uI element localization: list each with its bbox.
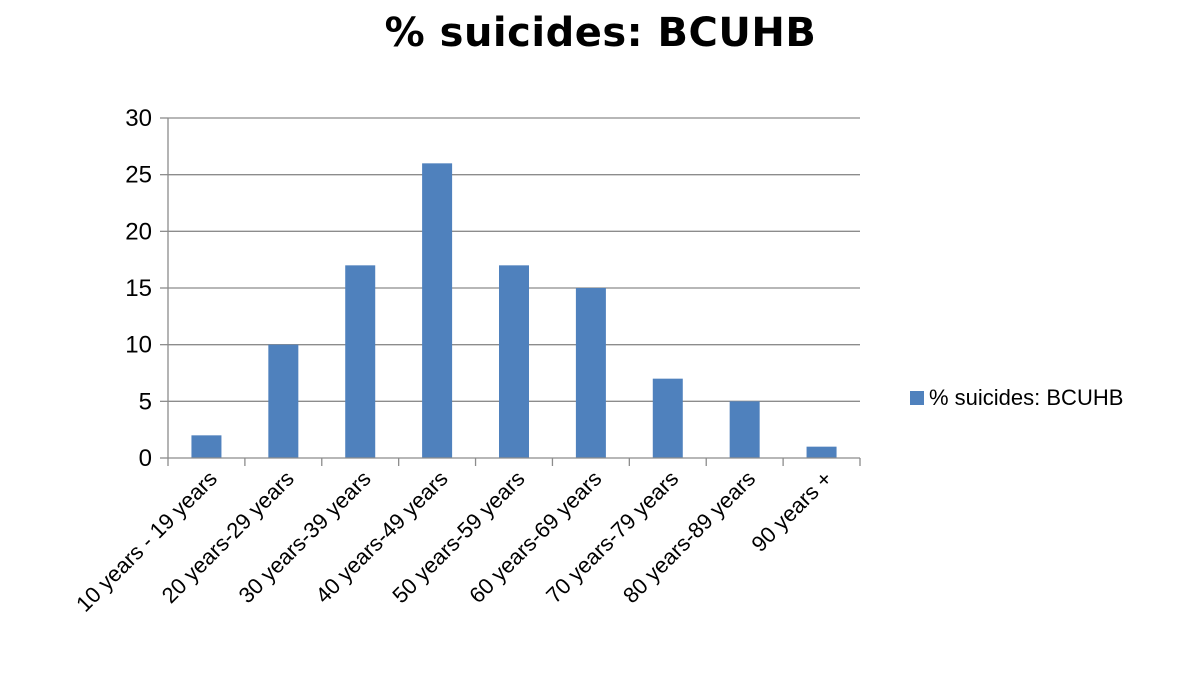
x-tick-label: 50 years-59 years bbox=[387, 466, 529, 608]
y-tick-label: 30 bbox=[125, 105, 152, 132]
x-tick-label: 30 years-39 years bbox=[234, 466, 376, 608]
x-tick-label: 20 years-29 years bbox=[157, 466, 299, 608]
bar bbox=[191, 435, 222, 458]
bar bbox=[268, 344, 299, 458]
x-tick-label: 80 years-89 years bbox=[618, 466, 760, 608]
bar bbox=[575, 288, 606, 458]
legend: % suicides: BCUHB bbox=[910, 385, 1123, 410]
bar bbox=[499, 265, 529, 458]
bar bbox=[652, 378, 683, 458]
bars bbox=[191, 163, 837, 459]
y-tick-label: 15 bbox=[125, 275, 152, 302]
x-tick-label: 90 years + bbox=[746, 466, 837, 557]
y-tick-label: 5 bbox=[139, 388, 152, 415]
y-tick-label: 10 bbox=[125, 332, 152, 359]
bar bbox=[806, 446, 837, 458]
x-tick-label: 40 years-49 years bbox=[310, 466, 452, 608]
bar bbox=[345, 265, 376, 458]
chart-title: % suicides: BCUHB bbox=[384, 10, 817, 56]
x-tick-label: 60 years-69 years bbox=[464, 466, 606, 608]
legend-swatch bbox=[910, 391, 924, 405]
y-tick-label: 0 bbox=[139, 445, 152, 472]
y-tick-label: 25 bbox=[125, 162, 152, 189]
bar bbox=[729, 401, 760, 458]
axes bbox=[160, 117, 861, 466]
x-tick-label: 10 years - 19 years bbox=[71, 466, 222, 617]
legend-label: % suicides: BCUHB bbox=[929, 385, 1123, 410]
x-tick-label: 70 years-79 years bbox=[541, 466, 683, 608]
y-tick-label: 20 bbox=[125, 218, 152, 245]
bar bbox=[422, 163, 453, 459]
y-tick-labels: 0 5 10 15 20 25 30 bbox=[125, 105, 152, 472]
